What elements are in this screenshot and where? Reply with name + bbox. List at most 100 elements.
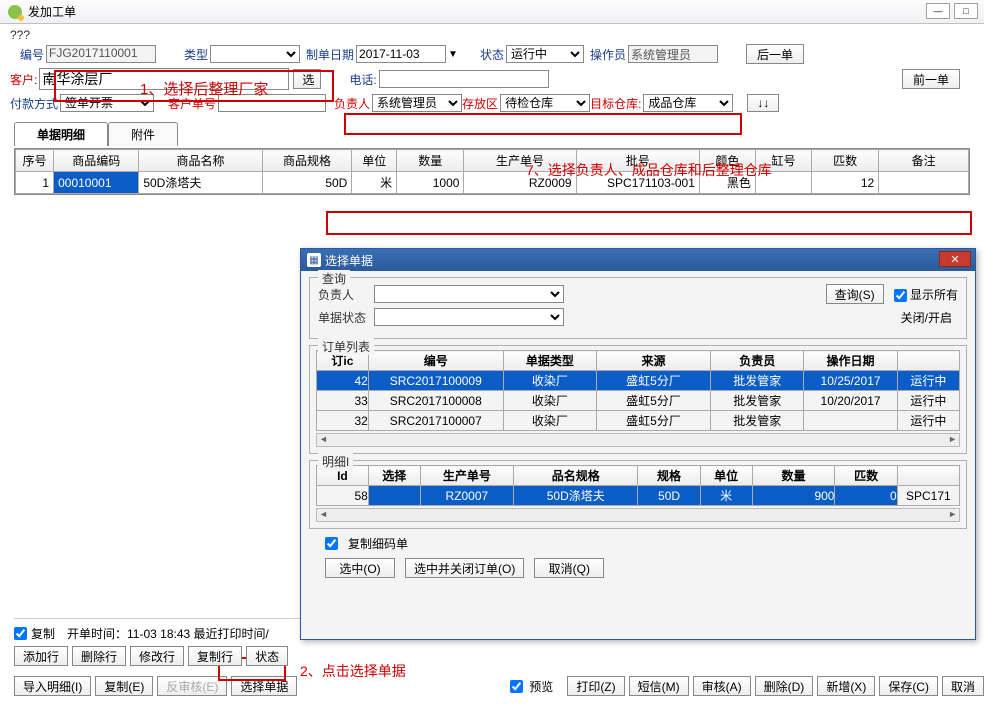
detail-scrollbar[interactable] xyxy=(316,508,960,522)
list-col[interactable]: 操作日期 xyxy=(804,351,897,371)
list-cell[interactable]: 运行中 xyxy=(897,391,959,411)
grid-cell[interactable]: 50D xyxy=(262,172,352,194)
list-cell[interactable]: 盛虹5分厂 xyxy=(596,411,710,431)
detail-cell[interactable]: 米 xyxy=(700,486,752,506)
grid-cell[interactable]: SPC171103-001 xyxy=(576,172,699,194)
fuzeren-select[interactable]: 系统管理员 xyxy=(372,94,462,112)
col-header[interactable]: 单位 xyxy=(352,150,397,172)
list-cell[interactable]: 10/25/2017 xyxy=(804,371,897,391)
tab-detail[interactable]: 单据明细 xyxy=(14,122,108,146)
grid-cell[interactable]: 00010001 xyxy=(54,172,139,194)
xianshi-checkbox[interactable] xyxy=(894,289,907,302)
action-btn[interactable]: 保存(C) xyxy=(879,676,938,696)
kehu-input[interactable] xyxy=(39,68,289,90)
list-cell[interactable]: 批发管家 xyxy=(711,411,804,431)
detail-cell[interactable] xyxy=(368,486,420,506)
grid-cell[interactable]: 米 xyxy=(352,172,397,194)
action-btn[interactable]: 新增(X) xyxy=(817,676,875,696)
list-cell[interactable]: 运行中 xyxy=(897,411,959,431)
grid-cell[interactable] xyxy=(879,172,969,194)
list-cell[interactable]: 10/20/2017 xyxy=(804,391,897,411)
select-customer-button[interactable]: 选 xyxy=(293,69,321,89)
leixing-select[interactable] xyxy=(210,45,300,63)
list-cell[interactable]: 盛虹5分厂 xyxy=(596,391,710,411)
list-cell[interactable]: SRC2017100008 xyxy=(368,391,503,411)
list-cell[interactable]: 32 xyxy=(317,411,369,431)
prev-order-button[interactable]: 前一单 xyxy=(902,69,960,89)
list-col[interactable]: 来源 xyxy=(596,351,710,371)
grid-cell[interactable]: 1000 xyxy=(397,172,464,194)
list-scrollbar[interactable] xyxy=(316,433,960,447)
guanbi-label[interactable]: 关闭/开启 xyxy=(901,309,952,326)
action-btn[interactable]: 打印(Z) xyxy=(567,676,624,696)
list-cell[interactable]: 42 xyxy=(317,371,369,391)
action-btn[interactable]: 复制(E) xyxy=(95,676,153,696)
dianhua-input[interactable] xyxy=(379,70,549,88)
edit-btn[interactable]: 修改行 xyxy=(130,646,184,666)
grid-cell[interactable]: 黑色 xyxy=(699,172,755,194)
quxiao-button[interactable]: 取消(Q) xyxy=(534,558,604,578)
modal-close-button[interactable]: ✕ xyxy=(939,251,971,267)
list-cell[interactable]: 收染厂 xyxy=(503,371,596,391)
action-btn[interactable]: 删除(D) xyxy=(755,676,814,696)
list-cell[interactable]: SRC2017100009 xyxy=(368,371,503,391)
detail-col[interactable]: 单位 xyxy=(700,466,752,486)
action-btn[interactable]: 审核(A) xyxy=(693,676,751,696)
fuzhi-checkbox[interactable] xyxy=(14,627,27,640)
edit-btn[interactable]: 复制行 xyxy=(188,646,242,666)
tab-attach[interactable]: 附件 xyxy=(108,122,178,146)
list-cell[interactable] xyxy=(804,411,897,431)
list-cell[interactable]: SRC2017100007 xyxy=(368,411,503,431)
detail-col[interactable]: 匹数 xyxy=(835,466,897,486)
fukuan-select[interactable]: 签单开票 xyxy=(60,94,154,112)
grid-cell[interactable] xyxy=(755,172,811,194)
grid-cell[interactable]: 12 xyxy=(811,172,878,194)
list-cell[interactable]: 盛虹5分厂 xyxy=(596,371,710,391)
list-col[interactable]: 编号 xyxy=(368,351,503,371)
next-order-button[interactable]: 后一单 xyxy=(746,44,804,64)
list-cell[interactable]: 批发管家 xyxy=(711,371,804,391)
detail-table[interactable]: Id选择生产单号品名规格规格单位数量匹数58RZ000750D涤塔夫50D米90… xyxy=(316,465,960,506)
detail-col[interactable]: 规格 xyxy=(638,466,700,486)
action-btn[interactable]: 导入明细(I) xyxy=(14,676,91,696)
detail-cell[interactable]: 900 xyxy=(752,486,835,506)
detail-cell[interactable]: 50D涤塔夫 xyxy=(514,486,638,506)
col-header[interactable]: 数量 xyxy=(397,150,464,172)
action-btn[interactable]: 短信(M) xyxy=(629,676,689,696)
down-arrows-button[interactable]: ↓↓ xyxy=(747,94,779,112)
zhidanriqi-input[interactable] xyxy=(356,45,446,63)
col-header[interactable]: 商品编码 xyxy=(54,150,139,172)
col-header[interactable]: 批号 xyxy=(576,150,699,172)
zhuangtai-select[interactable]: 运行中 xyxy=(506,45,584,63)
col-header[interactable]: 缸号 xyxy=(755,150,811,172)
yulan-checkbox[interactable] xyxy=(510,680,523,693)
order-list-table[interactable]: 订ic编号单据类型来源负责员操作日期42SRC2017100009收染厂盛虹5分… xyxy=(316,350,960,431)
action-btn[interactable]: 选择单据 xyxy=(231,676,297,696)
grid-cell[interactable]: 50D涤塔夫 xyxy=(139,172,262,194)
list-cell[interactable]: 收染厂 xyxy=(503,391,596,411)
edit-btn[interactable]: 添加行 xyxy=(14,646,68,666)
col-header[interactable]: 商品名称 xyxy=(139,150,262,172)
xuanzhong-button[interactable]: 选中(O) xyxy=(325,558,395,578)
list-col[interactable] xyxy=(897,351,959,371)
action-btn[interactable]: 取消 xyxy=(942,676,984,696)
detail-cell[interactable]: SPC171 xyxy=(897,486,959,506)
mubiaocang-select[interactable]: 成品仓库 xyxy=(643,94,733,112)
list-col[interactable]: 单据类型 xyxy=(503,351,596,371)
edit-btn[interactable]: 状态 xyxy=(246,646,288,666)
detail-col[interactable]: 数量 xyxy=(752,466,835,486)
detail-col[interactable] xyxy=(897,466,959,486)
m-fuzeren-select[interactable] xyxy=(374,285,564,303)
col-header[interactable]: 颜色 xyxy=(699,150,755,172)
detail-col[interactable]: 生产单号 xyxy=(420,466,513,486)
fangqu-select[interactable]: 待检仓库 xyxy=(500,94,590,112)
list-cell[interactable]: 33 xyxy=(317,391,369,411)
list-cell[interactable]: 运行中 xyxy=(897,371,959,391)
minimize-button[interactable]: — xyxy=(926,3,950,19)
grid-cell[interactable]: RZ0009 xyxy=(464,172,576,194)
edit-btn[interactable]: 删除行 xyxy=(72,646,126,666)
date-dropdown-icon[interactable]: ▼ xyxy=(448,49,458,60)
detail-cell[interactable]: 58 xyxy=(317,486,369,506)
col-header[interactable]: 商品规格 xyxy=(262,150,352,172)
col-header[interactable]: 备注 xyxy=(879,150,969,172)
